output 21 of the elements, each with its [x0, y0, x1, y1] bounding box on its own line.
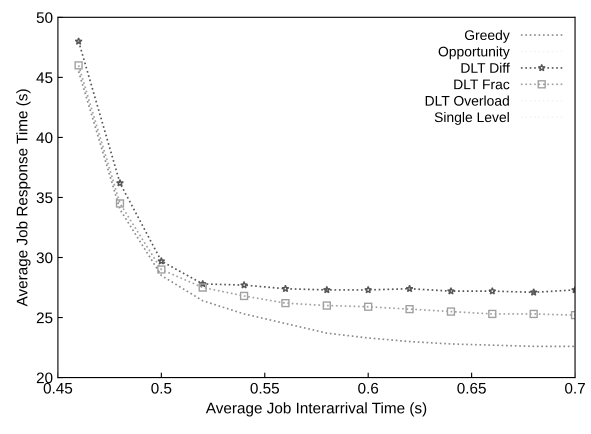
y-tick-label: 50 [36, 12, 52, 24]
y-tick-label: 35 [36, 192, 52, 204]
legend-label: Single Level [434, 112, 509, 125]
y-tick-label: 20 [36, 372, 52, 384]
legend-label: DLT Diff [461, 62, 510, 73]
y-axis-title: Average Job Response Time (s) [16, 89, 31, 306]
y-tick-label: 30 [36, 252, 52, 264]
legend-label: Greedy [464, 30, 510, 43]
x-tick-label: 0.65 [457, 382, 486, 394]
y-tick-label: 40 [36, 132, 52, 144]
x-tick-label: 0.6 [358, 382, 378, 394]
x-tick-label: 0.5 [151, 382, 172, 394]
legend-label: Opportunity [438, 46, 510, 60]
y-tick-label: 25 [36, 312, 52, 324]
x-tick-label: 0.45 [44, 382, 72, 394]
x-axis-title: Average Job Interarrival Time (s) [206, 402, 426, 416]
legend-label: DLT Frac [454, 80, 510, 90]
x-tick-label: 0.7 [565, 382, 585, 394]
y-tick-label: 45 [36, 72, 52, 84]
legend-label: DLT Overload [426, 96, 509, 106]
x-tick-label: 0.55 [250, 382, 279, 394]
